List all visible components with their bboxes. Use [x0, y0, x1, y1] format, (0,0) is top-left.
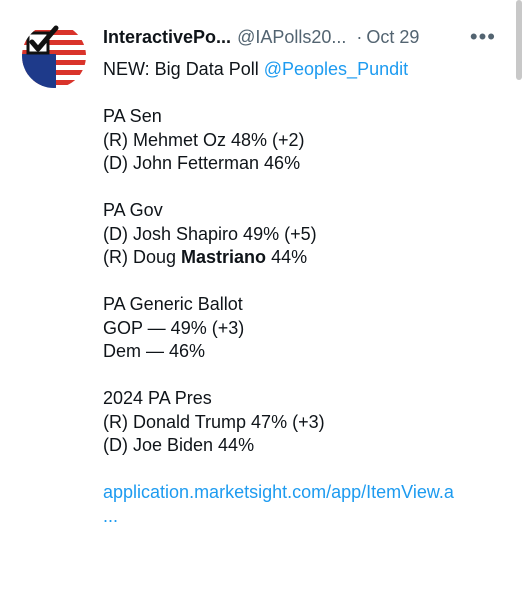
tweet-header: InteractivePo... @IAPolls20... · Oct 29 ••• — [103, 24, 504, 53]
section-heading: 2024 PA Pres — [103, 388, 212, 408]
poll-line-rich: (R) Doug Mastriano 44% — [103, 246, 508, 270]
section-heading: PA Generic Ballot — [103, 294, 243, 314]
tweet-date[interactable]: Oct 29 — [366, 27, 420, 47]
poll-line-bold: Mastriano — [181, 247, 267, 267]
poll-line: (D) John Fetterman 46% — [103, 153, 301, 173]
author-name[interactable]: InteractivePo... — [103, 27, 232, 47]
more-horizontal-icon[interactable]: ••• — [469, 24, 496, 49]
poll-line-prefix: (R) Doug — [103, 247, 182, 267]
external-link[interactable]: application.marketsight.com/app/ItemView… — [103, 482, 454, 502]
author-handle[interactable]: @IAPolls20... — [237, 27, 347, 47]
poll-line: (R) Mehmet Oz 48% (+2) — [103, 129, 305, 150]
poll-line: Dem — 46% — [103, 341, 206, 361]
tweet-text: NEW: Big Data Poll @Peoples_Pundit PA Se… — [103, 58, 508, 528]
poll-line: (D) Josh Shapiro 49% (+5) — [103, 223, 317, 244]
poll-line: GOP — 49% (+3) — [103, 317, 245, 338]
intro-text: NEW: Big Data Poll — [103, 59, 264, 79]
mention-link[interactable]: @Peoples_Pundit — [263, 59, 409, 79]
poll-line: (D) Joe Biden 44% — [103, 435, 255, 455]
intro-line: NEW: Big Data Poll @Peoples_Pundit — [103, 58, 508, 82]
flag-check-logo — [22, 24, 86, 88]
poll-line-suffix: 44% — [266, 247, 308, 267]
external-link-ellipsis[interactable]: ... — [103, 505, 119, 526]
section-heading: PA Gov — [103, 200, 163, 220]
separator-dot: · — [356, 27, 363, 47]
avatar[interactable] — [22, 24, 86, 88]
scrollbar[interactable] — [516, 0, 522, 80]
poll-line: (R) Donald Trump 47% (+3) — [103, 411, 325, 432]
section-heading: PA Sen — [103, 106, 162, 126]
